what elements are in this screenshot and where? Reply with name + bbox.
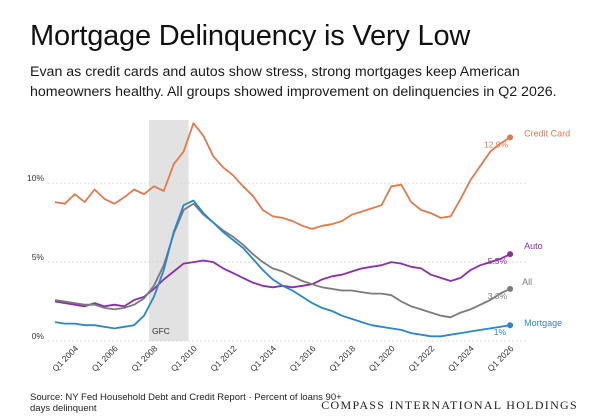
x-tick-label-1: Q1 2006 (90, 343, 120, 373)
series-end-marker-mortgage (507, 322, 514, 329)
series-value-label-all: 3.3% (488, 291, 508, 301)
chart-title: Mortgage Delinquency is Very Low (30, 20, 471, 52)
x-tick-label-6: Q1 2016 (288, 343, 318, 373)
x-tick-label-4: Q1 2012 (208, 343, 238, 373)
series-value-label-auto: 5.5% (488, 256, 508, 266)
x-tick-label-2: Q1 2008 (129, 343, 159, 373)
series-label-mortgage: Mortgage (524, 318, 562, 328)
x-tick-label-0: Q1 2004 (50, 343, 80, 373)
series-line-credit-card (54, 122, 511, 230)
series-label-all: All (522, 277, 532, 287)
series-value-label-credit-card: 12.9% (484, 139, 509, 149)
brand-wordmark: COMPASS INTERNATIONAL HOLDINGS (321, 398, 578, 412)
y-tick-label-1: 5% (32, 252, 45, 262)
x-tick-label-10: Q1 2024 (446, 343, 476, 373)
x-tick-label-3: Q1 2010 (169, 343, 199, 373)
series-value-label-mortgage: 1% (494, 327, 507, 337)
series-line-mortgage (54, 199, 511, 338)
line-chart: GFC 0% 5% 10% Q1 2004 Q1 2006 Q1 2008 Q1 2010 Q1… (27, 120, 570, 373)
y-tick-label-2: 10% (27, 173, 44, 183)
x-tick-label-5: Q1 2014 (248, 343, 278, 373)
series-line-all (54, 202, 511, 319)
chart-subtitle: Evan as credit cards and autos show stre… (30, 64, 557, 100)
series-label-auto: Auto (524, 241, 543, 251)
gfc-label: GFC (152, 326, 170, 336)
gfc-shaded-region (148, 120, 189, 341)
y-tick-label-0: 0% (32, 331, 45, 341)
x-tick-label-7: Q1 2018 (327, 343, 357, 373)
series-end-marker-auto (507, 251, 514, 258)
series-label-credit-card: Credit Card (524, 128, 570, 138)
source-note: Source: NY Fed Household Debt and Credit… (30, 392, 342, 414)
series-end-marker-credit-card (507, 134, 514, 141)
series-end-marker-all (507, 285, 514, 292)
x-tick-label-8: Q1 2020 (367, 343, 397, 373)
x-tick-label-9: Q1 2022 (406, 343, 436, 373)
x-tick-label-11: Q1 2026 (485, 343, 515, 373)
